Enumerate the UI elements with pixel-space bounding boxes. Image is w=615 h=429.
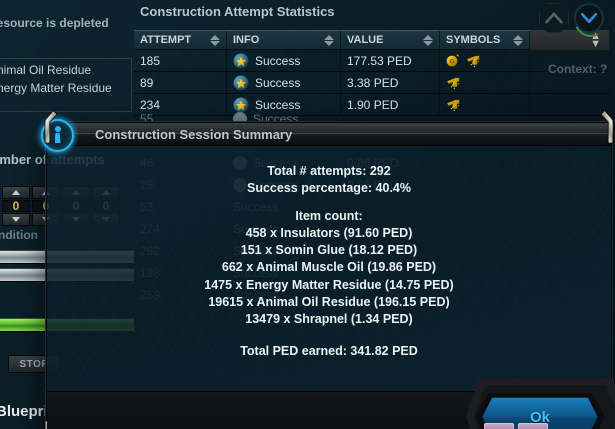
svg-text:G: G — [449, 58, 454, 65]
